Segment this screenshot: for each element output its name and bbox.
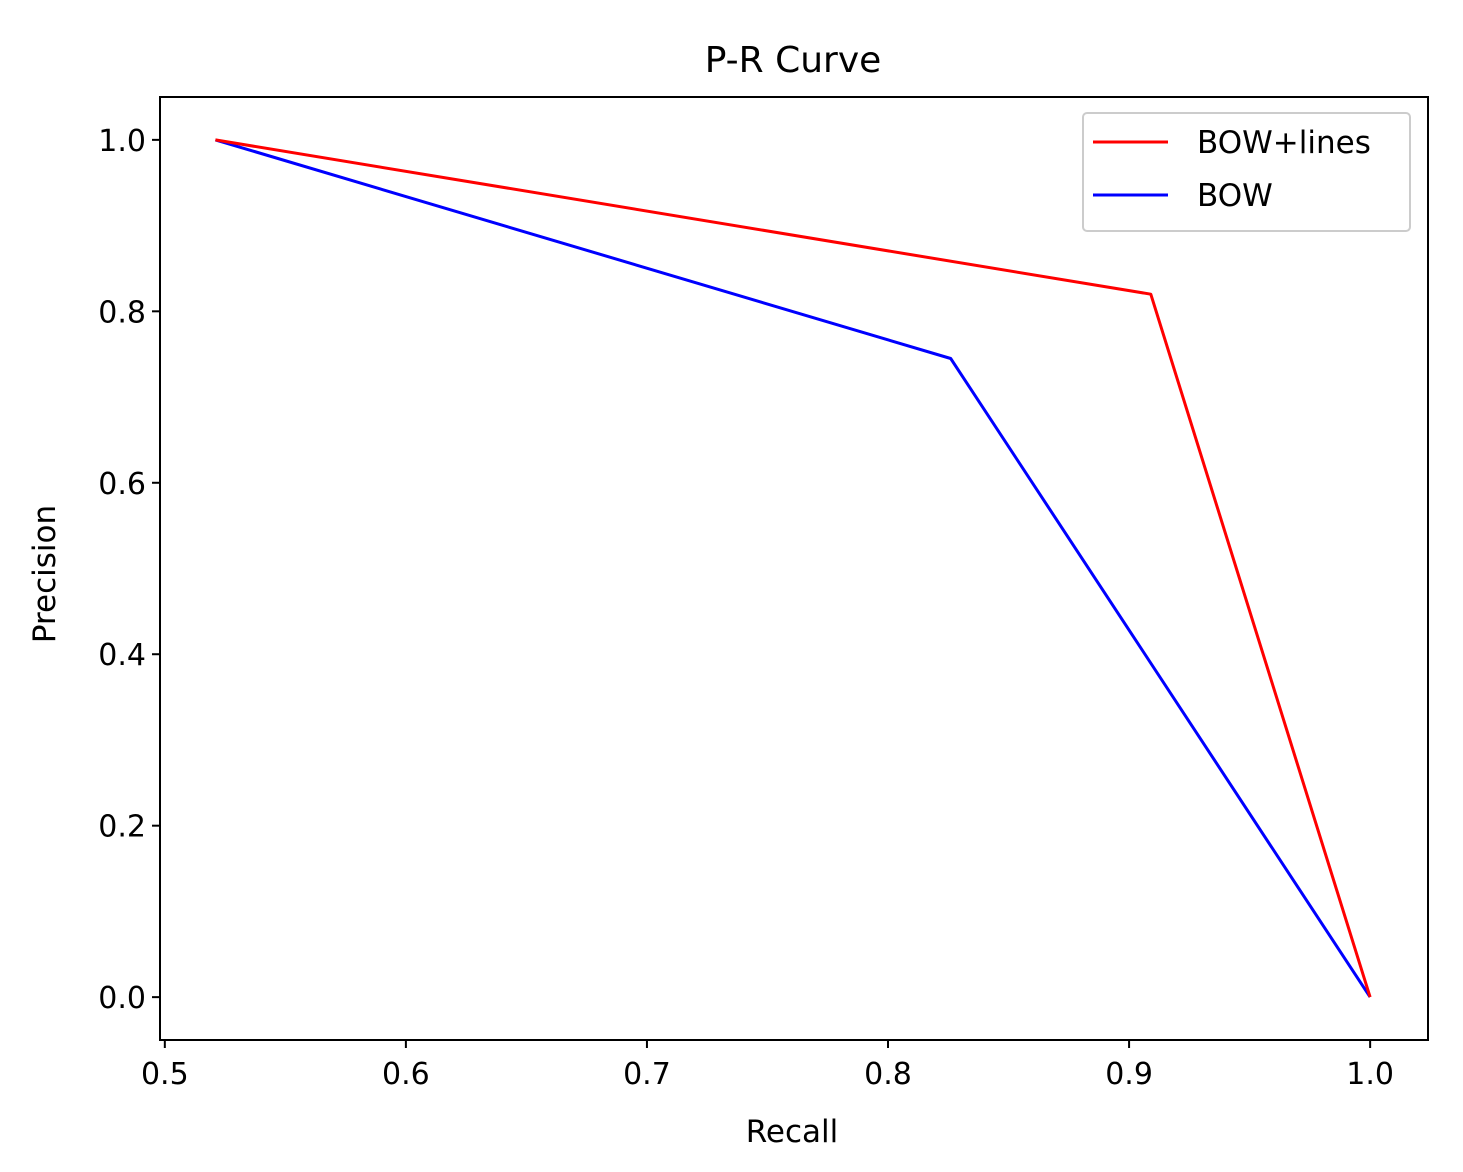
plot-area — [159, 96, 1429, 1041]
x-tick-label: 0.9 — [1105, 1057, 1153, 1092]
x-tick-label: 0.5 — [141, 1057, 189, 1092]
series-line-bow — [214, 138, 1372, 998]
series-line-bow-lines — [215, 138, 1372, 998]
y-tick-label: 1.0 — [98, 124, 146, 159]
chart-title: P-R Curve — [705, 40, 882, 81]
series-lines — [214, 138, 1372, 998]
y-tick-label: 0.4 — [98, 638, 146, 673]
x-tick-label: 1.0 — [1346, 1057, 1394, 1092]
legend: BOW+lines BOW — [1082, 112, 1411, 232]
legend-label-bow: BOW — [1197, 178, 1273, 214]
x-axis-title: Recall — [746, 1114, 839, 1150]
x-axis: 0.5 0.6 0.7 0.8 0.9 1.0 — [141, 1040, 1394, 1092]
y-tick-label: 0.6 — [98, 467, 146, 502]
x-tick-label: 0.6 — [382, 1057, 430, 1092]
y-tick-label: 0.2 — [98, 810, 146, 845]
y-tick-label: 0.8 — [98, 295, 146, 330]
y-axis-title: Precision — [27, 505, 63, 643]
x-tick-label: 0.8 — [864, 1057, 912, 1092]
legend-label-bow-lines: BOW+lines — [1197, 125, 1371, 161]
y-axis: 0.0 0.2 0.4 0.6 0.8 1.0 — [98, 124, 160, 1016]
y-tick-label: 0.0 — [98, 981, 146, 1016]
x-tick-label: 0.7 — [623, 1057, 671, 1092]
